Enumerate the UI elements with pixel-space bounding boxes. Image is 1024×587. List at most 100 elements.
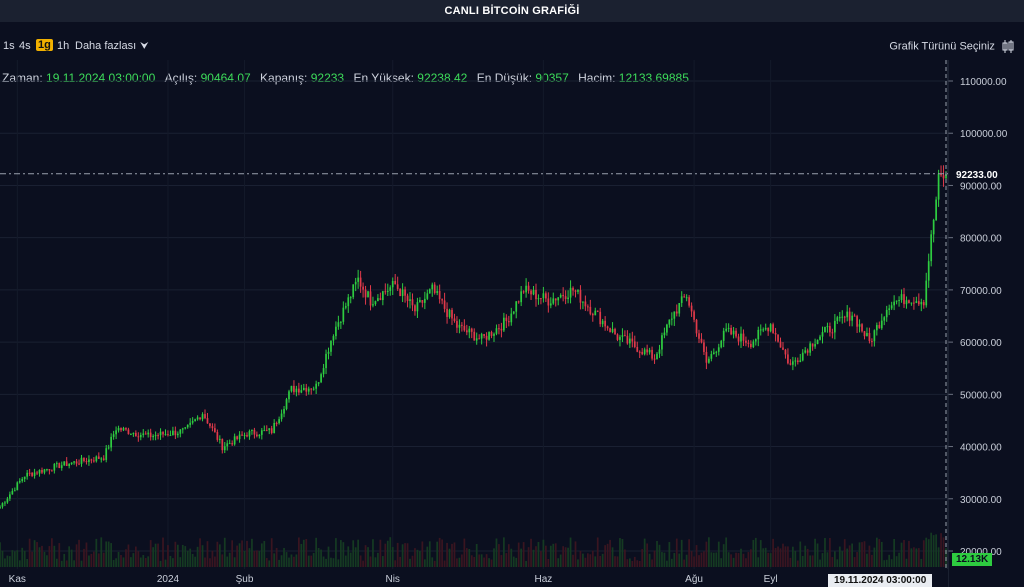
volume-bar (409, 558, 411, 567)
timeframe-1s[interactable]: 1s (3, 40, 15, 52)
volume-bar (88, 555, 90, 567)
candle-body (915, 301, 918, 304)
volume-bar (742, 553, 745, 567)
volume-bar (33, 540, 36, 567)
volume-bar (846, 548, 849, 567)
price-chart[interactable]: 110000.00 100000.00 90000.00 80000.00 70000.… (0, 60, 1024, 587)
candle-body (579, 290, 582, 303)
candle-body (710, 354, 713, 359)
volume-bar (838, 546, 841, 567)
volume-bar (238, 543, 241, 567)
candle-body (295, 388, 298, 393)
candle-body (231, 443, 234, 445)
candle-body (591, 313, 594, 316)
chart-type-selector[interactable]: Grafik Türünü Seçiniz (889, 40, 1014, 53)
candle-body (809, 343, 812, 353)
candle-body (708, 358, 710, 363)
volume-bar (599, 555, 602, 567)
more-timeframes-button[interactable]: Daha fazlası ⮟ (75, 40, 149, 52)
volume-bar (814, 538, 816, 567)
volume-bar (325, 558, 327, 567)
candle-body (725, 328, 728, 331)
volume-bar (789, 557, 792, 567)
volume-bar (270, 538, 273, 567)
volume-bar (11, 550, 14, 567)
volume-bar (92, 551, 95, 567)
volume-bar (293, 556, 295, 567)
volume-bar (251, 538, 253, 567)
price-tick-label: 20000.00 (960, 547, 1002, 558)
volume-bar (436, 541, 439, 567)
volume-bar (794, 550, 797, 567)
candle-body (127, 429, 130, 435)
candle-body (199, 417, 201, 420)
volume-bar (75, 544, 78, 567)
candle-body (453, 318, 456, 322)
candle-body (38, 469, 41, 474)
candle-body (169, 435, 172, 437)
timeframe-1g[interactable]: 1g (36, 39, 53, 51)
candle-body (97, 456, 100, 459)
candle-body (824, 326, 826, 333)
candle-body (745, 340, 747, 343)
volume-bar (520, 548, 523, 567)
volume-bar (159, 560, 162, 567)
volume-bar (873, 547, 876, 567)
volume-bar (169, 555, 172, 567)
volume-bar (214, 556, 216, 567)
candle-body (752, 341, 755, 348)
candle-body (243, 435, 246, 437)
candle-body (606, 326, 609, 329)
volume-bar (147, 556, 150, 567)
candle-body (33, 472, 36, 476)
volume-bar (337, 559, 340, 567)
timeframe-1h[interactable]: 1h (57, 40, 70, 52)
candle-body (799, 360, 802, 363)
volume-bar (715, 552, 718, 567)
candle-body (53, 464, 56, 471)
candle-body (787, 354, 789, 364)
candle-body (300, 390, 303, 393)
candle-body (110, 436, 113, 448)
volume-bar (730, 554, 732, 567)
candle-body (631, 338, 634, 342)
candle-body (594, 310, 597, 316)
volume-bar (678, 553, 681, 567)
timeframe-4s[interactable]: 4s (19, 40, 31, 52)
candle-body (937, 173, 940, 200)
more-timeframes-label: Daha fazlası (75, 40, 137, 52)
candle-body (120, 428, 122, 431)
volume-bar (258, 551, 261, 567)
candle-body (712, 352, 715, 355)
candle-body (814, 344, 816, 347)
candle-body (705, 351, 708, 363)
volume-bar (656, 540, 658, 567)
volume-bar (453, 542, 456, 567)
candle-body (851, 315, 854, 321)
candle-body (63, 461, 66, 466)
volume-bar (858, 542, 861, 567)
volume-bar (643, 538, 646, 567)
candle-body (416, 302, 419, 312)
volume-bar (498, 544, 500, 567)
crosshair (0, 60, 948, 570)
volume-bar (228, 552, 231, 567)
volume-bar (352, 540, 355, 567)
candle-body (256, 434, 258, 437)
volume-bar (374, 557, 377, 567)
volume-bar (510, 548, 513, 567)
candle-body (461, 324, 463, 326)
candle-body (251, 429, 253, 431)
candle-body (873, 330, 876, 342)
volume-bar (359, 555, 362, 567)
candle-body (214, 428, 216, 432)
candle-body (643, 349, 646, 355)
volume-bar (806, 548, 809, 567)
candle-body (406, 295, 409, 302)
candle-body (782, 347, 784, 350)
candle-body (374, 301, 377, 305)
volume-bar (354, 547, 357, 567)
candle-body (495, 328, 498, 334)
volume-bar (396, 542, 399, 567)
volume-bar (107, 541, 110, 567)
